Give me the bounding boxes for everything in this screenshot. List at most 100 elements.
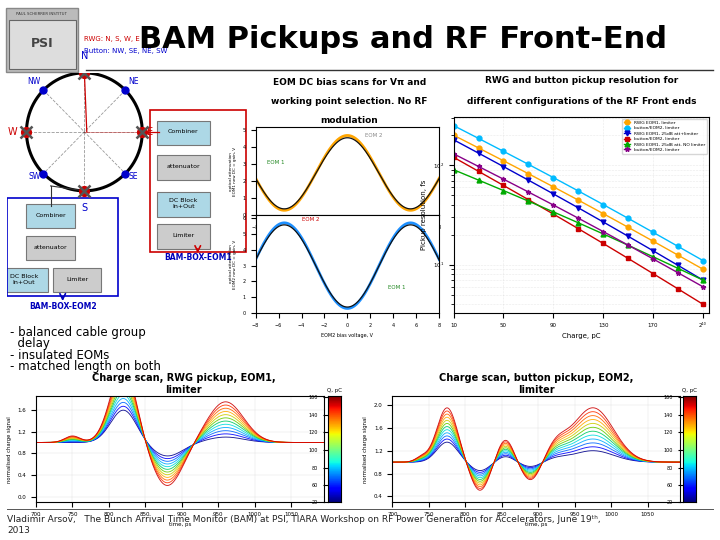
- Text: RWG and button pickup resolution for: RWG and button pickup resolution for: [485, 77, 678, 85]
- RWG EOM1, 25dB att+limiter: [499, 163, 508, 170]
- Y-axis label: optical attenuation
EOM1 new DC = gain, V: optical attenuation EOM1 new DC = gain, …: [228, 147, 237, 195]
- Text: Button: NW, SE, NE, SW: Button: NW, SE, NE, SW: [84, 48, 168, 54]
- RWG EOM1, limiter: [599, 211, 608, 217]
- RWG EOM1, 25dB att, NO limiter: [449, 166, 458, 173]
- Text: RWG: N, S, W, E: RWG: N, S, W, E: [84, 36, 140, 42]
- RWG EOM1, 25dB att+limiter: [599, 219, 608, 225]
- Text: EOM 2: EOM 2: [364, 133, 382, 138]
- Line: RWG EOM1, limiter: RWG EOM1, limiter: [451, 133, 706, 272]
- X-axis label: time, ps: time, ps: [525, 523, 548, 528]
- RWG EOM1, limiter: [574, 197, 582, 204]
- FancyBboxPatch shape: [0, 268, 48, 292]
- Text: - matched length on both: - matched length on both: [9, 360, 161, 373]
- button/EOM2, limiter: [624, 215, 632, 221]
- button/EOM2, limiter: [474, 168, 483, 174]
- RWG EOM1, 25dB att, NO limiter: [674, 265, 683, 272]
- RWG EOM1, 25dB att, NO limiter: [574, 220, 582, 226]
- button/EOM2, limiter: [599, 201, 608, 208]
- Line: button/EOM2, limiter: button/EOM2, limiter: [451, 151, 706, 289]
- button/EOM2, limiter: [574, 188, 582, 194]
- Line: RWG EOM1, 25dB att+limiter: RWG EOM1, 25dB att+limiter: [451, 137, 706, 282]
- button/EOM2, limiter: [649, 255, 657, 262]
- button/EOM2, limiter: [524, 197, 533, 203]
- Text: BAM-BOX-EOM2: BAM-BOX-EOM2: [29, 302, 96, 311]
- button/EOM2, limiter: [599, 240, 608, 247]
- Text: Charge scan, RWG pickup, EOM1,: Charge scan, RWG pickup, EOM1,: [91, 373, 276, 382]
- Text: NW: NW: [27, 78, 40, 86]
- button/EOM2, limiter: [649, 229, 657, 235]
- button/EOM2, limiter: [549, 174, 558, 181]
- button/EOM2, limiter: [549, 202, 558, 208]
- button/EOM2, limiter: [499, 148, 508, 154]
- RWG EOM1, limiter: [449, 132, 458, 138]
- RWG EOM1, limiter: [524, 171, 533, 177]
- RWG EOM1, 25dB att, NO limiter: [599, 231, 608, 237]
- FancyBboxPatch shape: [27, 237, 75, 260]
- RWG EOM1, 25dB att+limiter: [574, 205, 582, 211]
- button/EOM2, limiter: [574, 215, 582, 221]
- Text: delay: delay: [9, 338, 50, 350]
- RWG EOM1, 25dB att+limiter: [524, 177, 533, 184]
- button/EOM2, limiter: [698, 258, 707, 264]
- button/EOM2, limiter: [474, 163, 483, 170]
- Text: attenuator: attenuator: [34, 245, 68, 250]
- button/EOM2, limiter: [698, 284, 707, 290]
- Text: NE: NE: [128, 78, 139, 86]
- RWG EOM1, 25dB att+limiter: [674, 262, 683, 268]
- button/EOM2, limiter: [624, 255, 632, 262]
- Text: BAM Pickups and RF Front-End: BAM Pickups and RF Front-End: [139, 25, 667, 53]
- RWG EOM1, 25dB att, NO limiter: [499, 187, 508, 194]
- RWG EOM1, 25dB att+limiter: [698, 277, 707, 284]
- FancyBboxPatch shape: [53, 268, 102, 292]
- Text: Vladimir Arsov,   The Bunch Arrival Time Monitor (BAM) at PSI, TIARA Workshop on: Vladimir Arsov, The Bunch Arrival Time M…: [7, 515, 600, 535]
- FancyBboxPatch shape: [9, 21, 76, 69]
- RWG EOM1, limiter: [698, 266, 707, 273]
- Text: PAUL SCHERRER INSTITUT: PAUL SCHERRER INSTITUT: [17, 12, 67, 16]
- button/EOM2, limiter: [649, 271, 657, 277]
- button/EOM2, limiter: [574, 225, 582, 232]
- Text: BAM-BOX-EOM1: BAM-BOX-EOM1: [164, 253, 232, 262]
- Text: PSI: PSI: [30, 37, 53, 50]
- button/EOM2, limiter: [599, 228, 608, 235]
- Y-axis label: normalised charge signal: normalised charge signal: [7, 416, 12, 483]
- X-axis label: time, ps: time, ps: [168, 523, 192, 528]
- FancyBboxPatch shape: [157, 224, 210, 248]
- Text: limiter: limiter: [518, 385, 554, 395]
- Text: limiter: limiter: [166, 385, 202, 395]
- button/EOM2, limiter: [674, 243, 683, 249]
- FancyBboxPatch shape: [157, 155, 210, 180]
- RWG EOM1, limiter: [674, 252, 683, 259]
- FancyBboxPatch shape: [6, 8, 78, 72]
- RWG EOM1, 25dB att+limiter: [624, 233, 632, 240]
- Text: Limiter: Limiter: [66, 277, 89, 282]
- RWG EOM1, 25dB att+limiter: [474, 150, 483, 157]
- button/EOM2, limiter: [499, 176, 508, 183]
- RWG EOM1, 25dB att+limiter: [449, 137, 458, 143]
- Legend: RWG EOM1, limiter, button/EOM2, limiter, RWG EOM1, 25dB att+limiter, button/EOM2: RWG EOM1, limiter, button/EOM2, limiter,…: [622, 119, 707, 154]
- Text: W: W: [7, 127, 17, 137]
- Text: S: S: [81, 203, 87, 213]
- X-axis label: Charge, pC: Charge, pC: [562, 334, 600, 340]
- Text: EOM 1: EOM 1: [267, 160, 284, 165]
- RWG EOM1, limiter: [649, 238, 657, 245]
- Line: button/EOM2, limiter: button/EOM2, limiter: [451, 123, 706, 263]
- RWG EOM1, 25dB att, NO limiter: [524, 198, 533, 204]
- RWG EOM1, 25dB att, NO limiter: [649, 253, 657, 260]
- Text: EOM 1: EOM 1: [387, 286, 405, 291]
- button/EOM2, limiter: [524, 161, 533, 167]
- RWG EOM1, limiter: [499, 158, 508, 164]
- Text: Q, pC: Q, pC: [327, 388, 341, 393]
- FancyBboxPatch shape: [157, 121, 210, 145]
- RWG EOM1, limiter: [474, 145, 483, 151]
- X-axis label: EOM1 bias voltage, V: EOM1 bias voltage, V: [321, 235, 374, 241]
- button/EOM2, limiter: [674, 269, 683, 276]
- button/EOM2, limiter: [549, 211, 558, 217]
- Text: DC Block
In+Out: DC Block In+Out: [10, 274, 38, 285]
- RWG EOM1, 25dB att, NO limiter: [549, 208, 558, 215]
- Y-axis label: normalised charge signal: normalised charge signal: [364, 416, 369, 483]
- RWG EOM1, 25dB att+limiter: [549, 191, 558, 197]
- Text: EOM DC bias scans for Vπ and: EOM DC bias scans for Vπ and: [273, 78, 426, 87]
- Text: SW: SW: [28, 172, 40, 181]
- button/EOM2, limiter: [449, 123, 458, 129]
- Text: Combiner: Combiner: [168, 130, 199, 134]
